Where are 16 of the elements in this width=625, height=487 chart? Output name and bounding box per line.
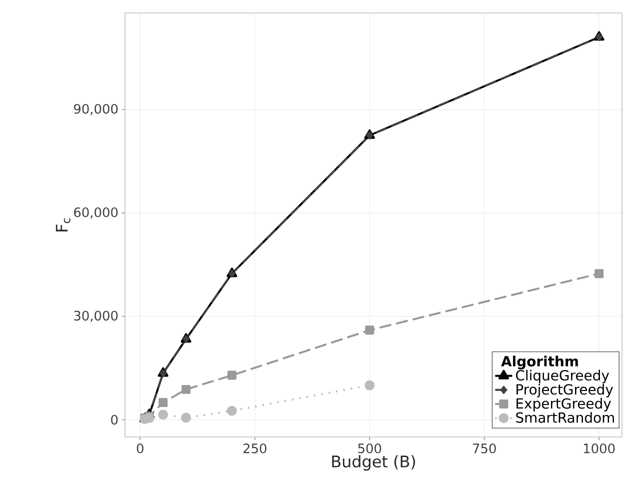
x-tick-label: 750 xyxy=(473,444,496,454)
y-tick-label: 90,000 xyxy=(74,104,118,116)
y-tick-label: 60,000 xyxy=(74,207,118,218)
x-axis-title: Budget (B) xyxy=(332,455,415,471)
x-tick-label: 500 xyxy=(358,444,382,454)
x-tick-label: 250 xyxy=(243,444,266,454)
y-axis-title: F$_{c}$ xyxy=(56,218,70,232)
x-tick-label: 1000 xyxy=(584,444,615,454)
legend-title: Algorithm xyxy=(501,356,578,370)
legend-label: CliqueGreedy xyxy=(516,370,610,384)
x-tick-label: 0 xyxy=(136,444,144,454)
legend-label: SmartRandom xyxy=(516,412,614,423)
legend-label: ExpertGreedy xyxy=(516,398,611,412)
legend-label: ProjectGreedy xyxy=(516,384,614,398)
y-tick-label: 30,000 xyxy=(74,310,118,322)
y-tick-label: 0 xyxy=(111,414,118,425)
